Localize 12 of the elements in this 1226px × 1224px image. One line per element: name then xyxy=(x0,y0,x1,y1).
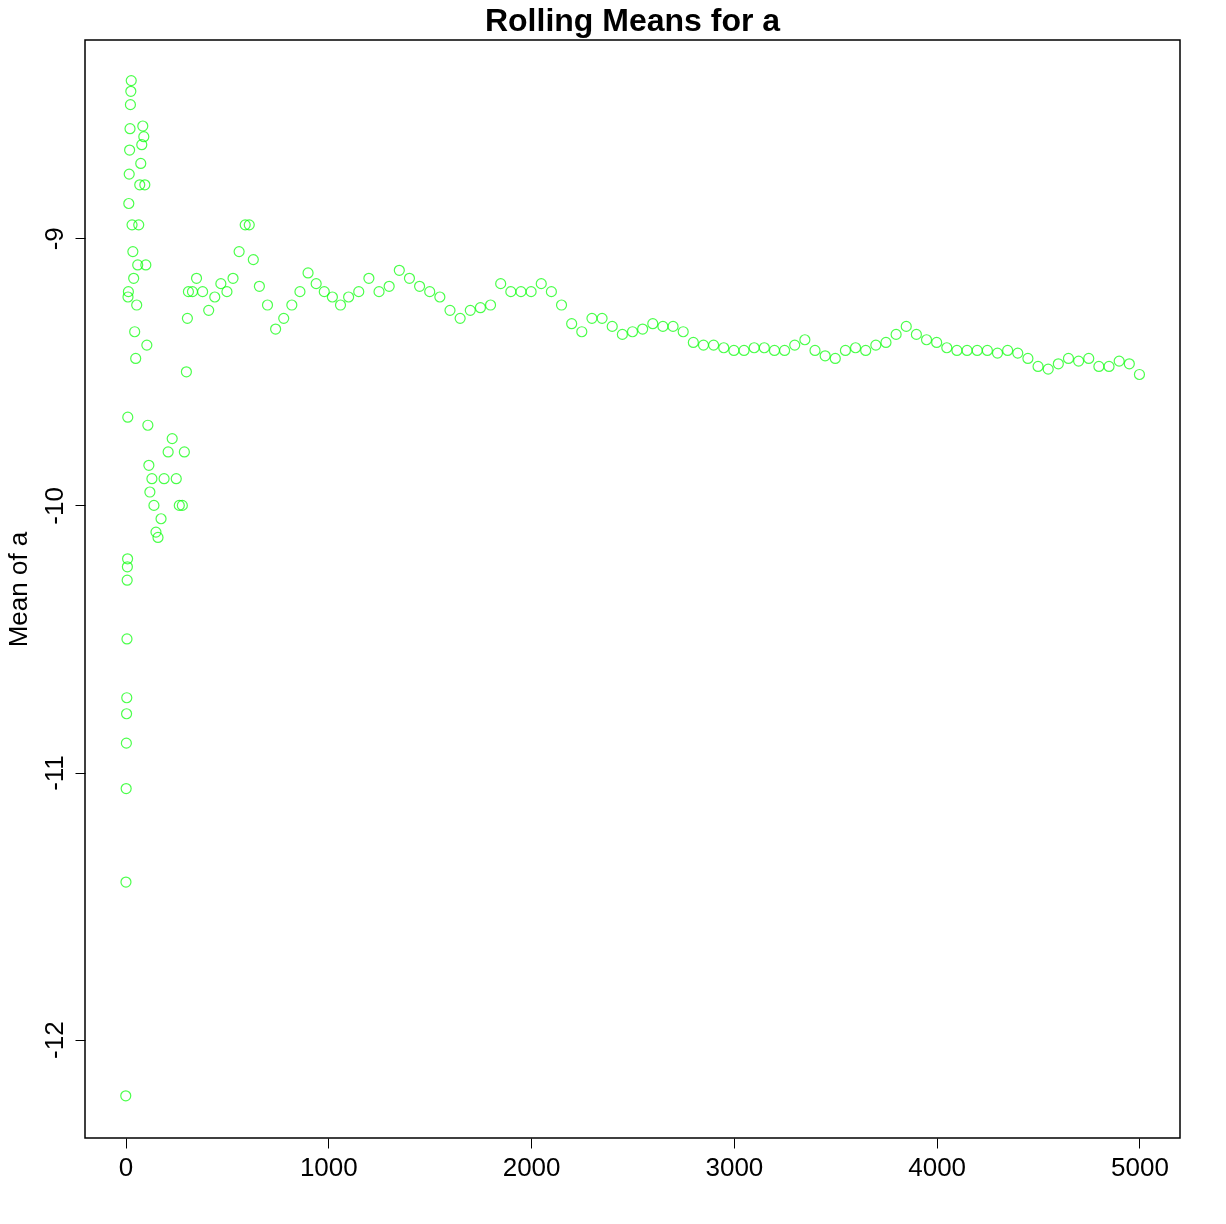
x-tick-label: 2000 xyxy=(502,1151,561,1182)
y-tick-label: -11 xyxy=(38,755,69,791)
x-tick-label: 5000 xyxy=(1111,1151,1169,1182)
y-axis-title: Mean of a xyxy=(2,531,33,648)
x-tick-label: 0 xyxy=(118,1151,134,1182)
y-tick-label: -12 xyxy=(38,1021,69,1059)
y-tick-label: -9 xyxy=(38,227,69,251)
x-tick-label: 3000 xyxy=(705,1151,764,1182)
y-tick-label: -10 xyxy=(38,487,69,525)
x-tick-label: 4000 xyxy=(908,1151,967,1182)
chart-title: Rolling Means for a xyxy=(484,2,781,38)
x-tick-label: 1000 xyxy=(299,1151,358,1182)
